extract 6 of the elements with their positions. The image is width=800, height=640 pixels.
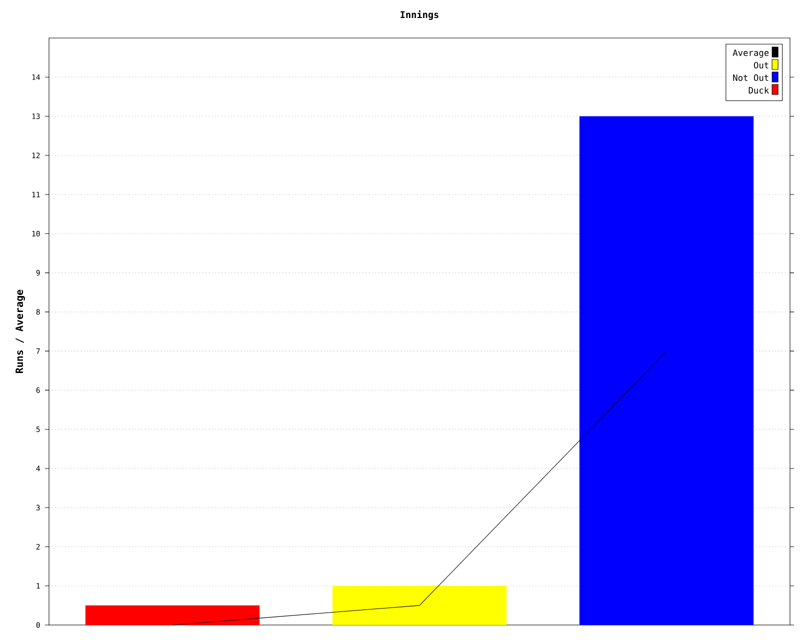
legend-label: Out [754, 62, 768, 68]
legend-label: Not Out [733, 74, 768, 81]
chart-title: Innings [400, 10, 438, 20]
y-axis-title: Runs / Average [16, 290, 25, 373]
legend-label: Duck [748, 86, 769, 94]
legend-label: Average [732, 50, 769, 58]
